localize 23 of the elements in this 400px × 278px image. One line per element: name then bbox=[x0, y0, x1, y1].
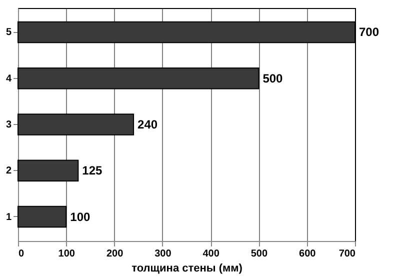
bar bbox=[18, 67, 260, 90]
y-tick-label: 4 bbox=[6, 73, 12, 84]
data-label: 240 bbox=[138, 118, 158, 132]
x-tick-label: 700 bbox=[338, 248, 356, 260]
data-label: 500 bbox=[262, 71, 284, 86]
bar bbox=[18, 160, 79, 182]
data-label: 700 bbox=[359, 25, 380, 40]
y-tick-label: 2 bbox=[6, 166, 12, 177]
x-axis-title: толщина стены (мм) bbox=[132, 262, 243, 274]
bar bbox=[18, 206, 67, 228]
x-tick-label: 600 bbox=[299, 248, 316, 260]
bar bbox=[18, 114, 134, 136]
data-label: 125 bbox=[82, 164, 103, 178]
x-tick-label: 100 bbox=[58, 248, 76, 260]
x-tick-label: 300 bbox=[154, 248, 172, 260]
data-label: 100 bbox=[70, 210, 90, 224]
x-tick-label: 0 bbox=[18, 248, 24, 260]
y-tick-label: 1 bbox=[6, 212, 12, 223]
x-tick-label: 500 bbox=[250, 248, 268, 260]
x-tick-label: 400 bbox=[202, 248, 220, 260]
y-tick-label: 5 bbox=[6, 27, 12, 38]
y-tick-label: 3 bbox=[6, 120, 12, 130]
x-tick-label: 200 bbox=[106, 248, 124, 260]
